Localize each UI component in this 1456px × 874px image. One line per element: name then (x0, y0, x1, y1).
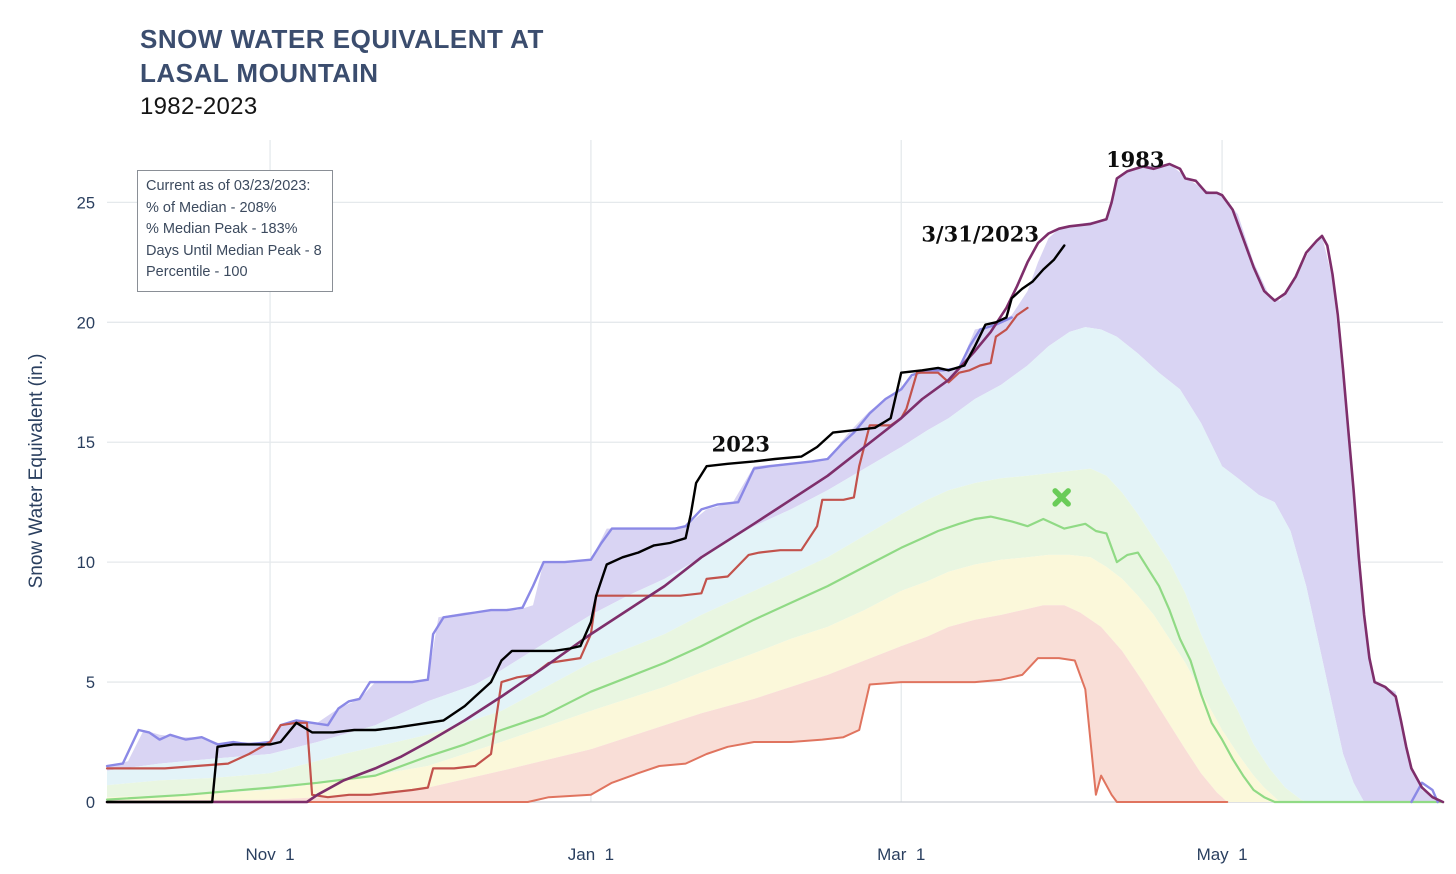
chart-title-block: SNOW WATER EQUIVALENT AT LASAL MOUNTAIN … (140, 22, 544, 123)
y-tick-label: 25 (77, 194, 95, 212)
percentile-line: Percentile - 100 (146, 264, 248, 280)
chart-title-line2: LASAL MOUNTAIN (140, 58, 379, 88)
band-p70-to-p30 (107, 468, 1307, 802)
chart-title-line1: SNOW WATER EQUIVALENT AT (140, 24, 544, 54)
x-tick-label: May 1 (1197, 845, 1248, 864)
annotation-1983: 1983 (1106, 147, 1164, 172)
y-tick-label: 0 (86, 794, 95, 812)
current-as-of-line: Current as of 03/23/2023: (146, 178, 311, 194)
red-comparison-line (105, 306, 1029, 799)
record-1983-line (105, 162, 1445, 804)
current-conditions-box: Current as of 03/23/2023: % of Median - … (137, 170, 333, 292)
min-year-line (106, 657, 1229, 803)
median-line (105, 515, 1445, 804)
y-tick-label: 10 (77, 554, 95, 572)
y-tick-label: 5 (86, 674, 95, 692)
y-tick-label: 15 (77, 434, 95, 452)
x-tick-label: Nov 1 (245, 845, 294, 864)
current-2023-line (105, 244, 1066, 804)
median-peak-x-marker-icon (1052, 488, 1071, 507)
annotation-3-31-2023: 3/31/2023 (921, 221, 1039, 246)
days-until-peak-line: Days Until Median Peak - 8 (146, 242, 322, 259)
chart-title-years: 1982-2023 (140, 93, 258, 120)
y-tick-label: 20 (77, 314, 95, 332)
percent-median-peak-line: % Median Peak - 183% (146, 221, 298, 237)
x-tick-label: Jan 1 (568, 845, 614, 864)
y-axis-title: Snow Water Equivalent (in.) (26, 354, 47, 589)
blue-comparison-line-end (1410, 781, 1439, 804)
annotation-2023: 2023 (712, 431, 770, 456)
band-p30-to-p10 (107, 554, 1280, 802)
percent-of-median-line: % of Median - 208% (146, 199, 277, 216)
x-tick-label: Mar 1 (877, 845, 925, 864)
band-p90-to-p70 (107, 327, 1365, 802)
band-max-to-p90 (107, 164, 1443, 802)
band-p10-to-min (107, 605, 1228, 802)
